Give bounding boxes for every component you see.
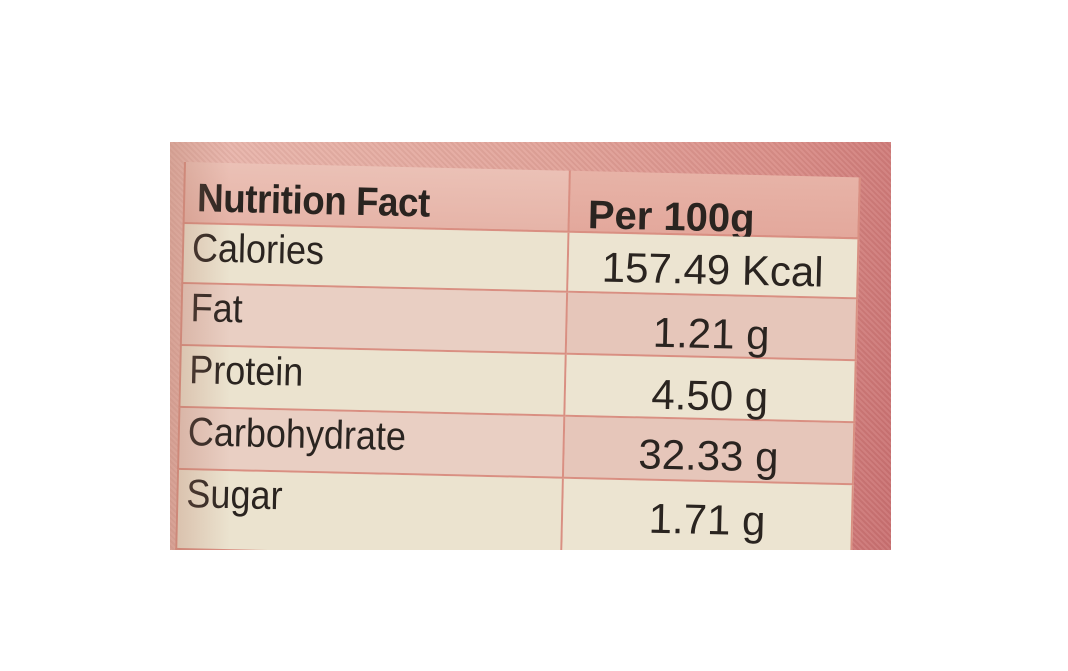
nutrient-value: 32.33 g bbox=[637, 430, 780, 481]
nutrient-name: Fat bbox=[190, 286, 244, 332]
row-value-cell: 4.50 g bbox=[565, 354, 857, 424]
nutrition-label-photo: Nutrition Fact Per 100g Calories 157.49 … bbox=[170, 142, 891, 550]
nutrient-name: Protein bbox=[188, 348, 304, 395]
row-value-cell: 157.49 Kcal bbox=[568, 232, 860, 300]
header-cell-value: Per 100g bbox=[569, 170, 861, 241]
row-name-cell: Calories bbox=[181, 223, 570, 293]
row-value-cell: 1.71 g bbox=[562, 478, 854, 550]
row-name-cell: Carbohydrate bbox=[177, 407, 566, 479]
row-name-cell: Fat bbox=[179, 283, 569, 355]
nutrition-facts-table: Nutrition Fact Per 100g Calories 157.49 … bbox=[175, 162, 861, 550]
nutrient-value: 1.71 g bbox=[648, 494, 766, 545]
row-name-cell: Sugar bbox=[175, 469, 564, 550]
nutrient-name: Calories bbox=[191, 226, 325, 274]
nutrient-value: 1.21 g bbox=[652, 308, 771, 359]
row-value-cell: 32.33 g bbox=[563, 416, 856, 486]
nutrient-name: Carbohydrate bbox=[187, 410, 407, 460]
nutrient-name: Sugar bbox=[185, 472, 284, 519]
row-name-cell: Protein bbox=[178, 345, 567, 417]
header-cell-name: Nutrition Fact bbox=[182, 162, 571, 233]
header-nutrition-fact: Nutrition Fact bbox=[196, 176, 431, 226]
row-value-cell: 1.21 g bbox=[566, 292, 859, 362]
nutrient-value: 4.50 g bbox=[650, 370, 769, 421]
nutrient-value: 157.49 Kcal bbox=[601, 243, 825, 296]
